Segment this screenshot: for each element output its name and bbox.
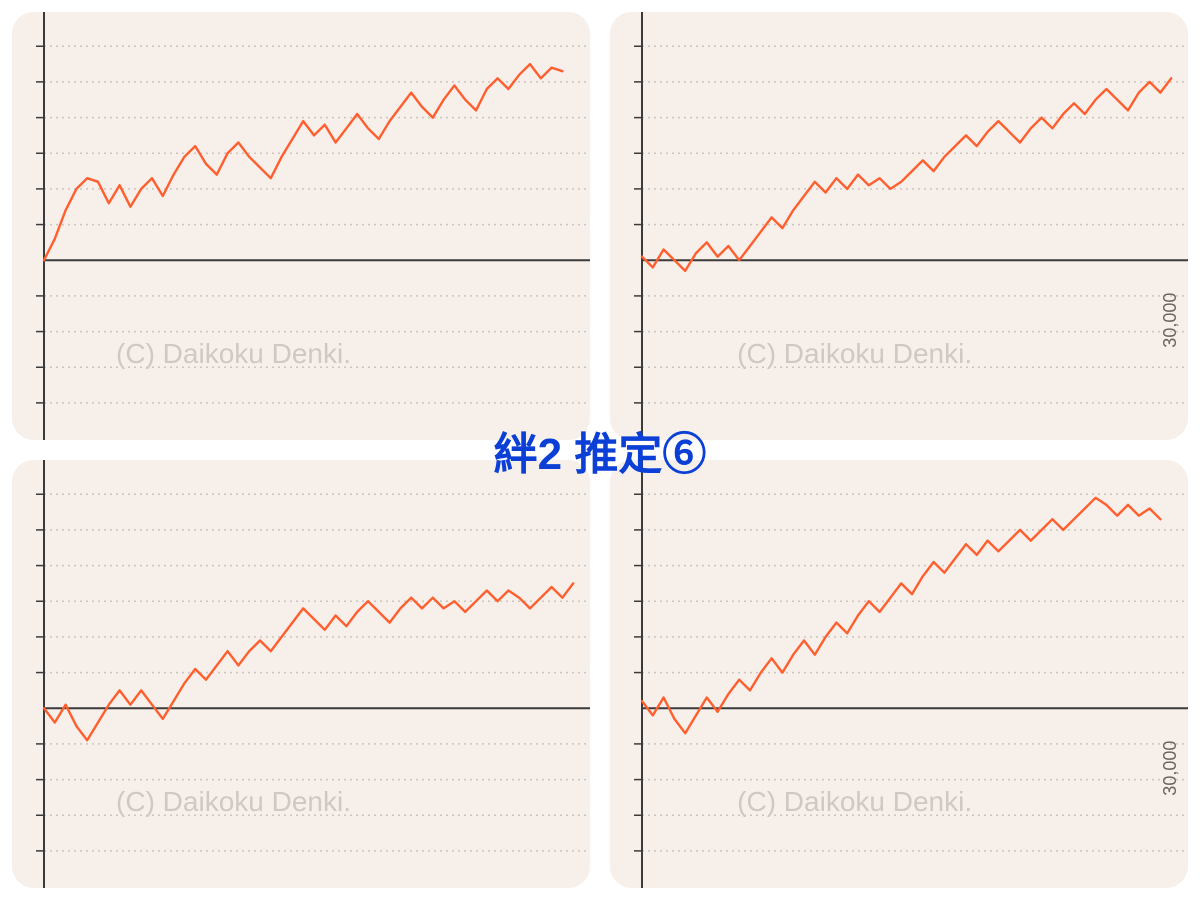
- chart-panel-bottom-right: (C) Daikoku Denki. 30,000: [610, 460, 1188, 888]
- chart-grid: (C) Daikoku Denki. (C) Daikoku Denki. 30,…: [0, 0, 1200, 900]
- watermark-text: (C) Daikoku Denki.: [737, 786, 972, 817]
- chart-panel-top-right: (C) Daikoku Denki. 30,000: [610, 12, 1188, 440]
- chart-panel-top-left: (C) Daikoku Denki.: [12, 12, 590, 440]
- watermark-text: (C) Daikoku Denki.: [116, 338, 351, 369]
- chart-panel-bottom-left: (C) Daikoku Denki.: [12, 460, 590, 888]
- axis-label-right: 30,000: [1160, 293, 1180, 348]
- watermark-text: (C) Daikoku Denki.: [116, 786, 351, 817]
- watermark-text: (C) Daikoku Denki.: [737, 338, 972, 369]
- axis-label-right: 30,000: [1160, 741, 1180, 796]
